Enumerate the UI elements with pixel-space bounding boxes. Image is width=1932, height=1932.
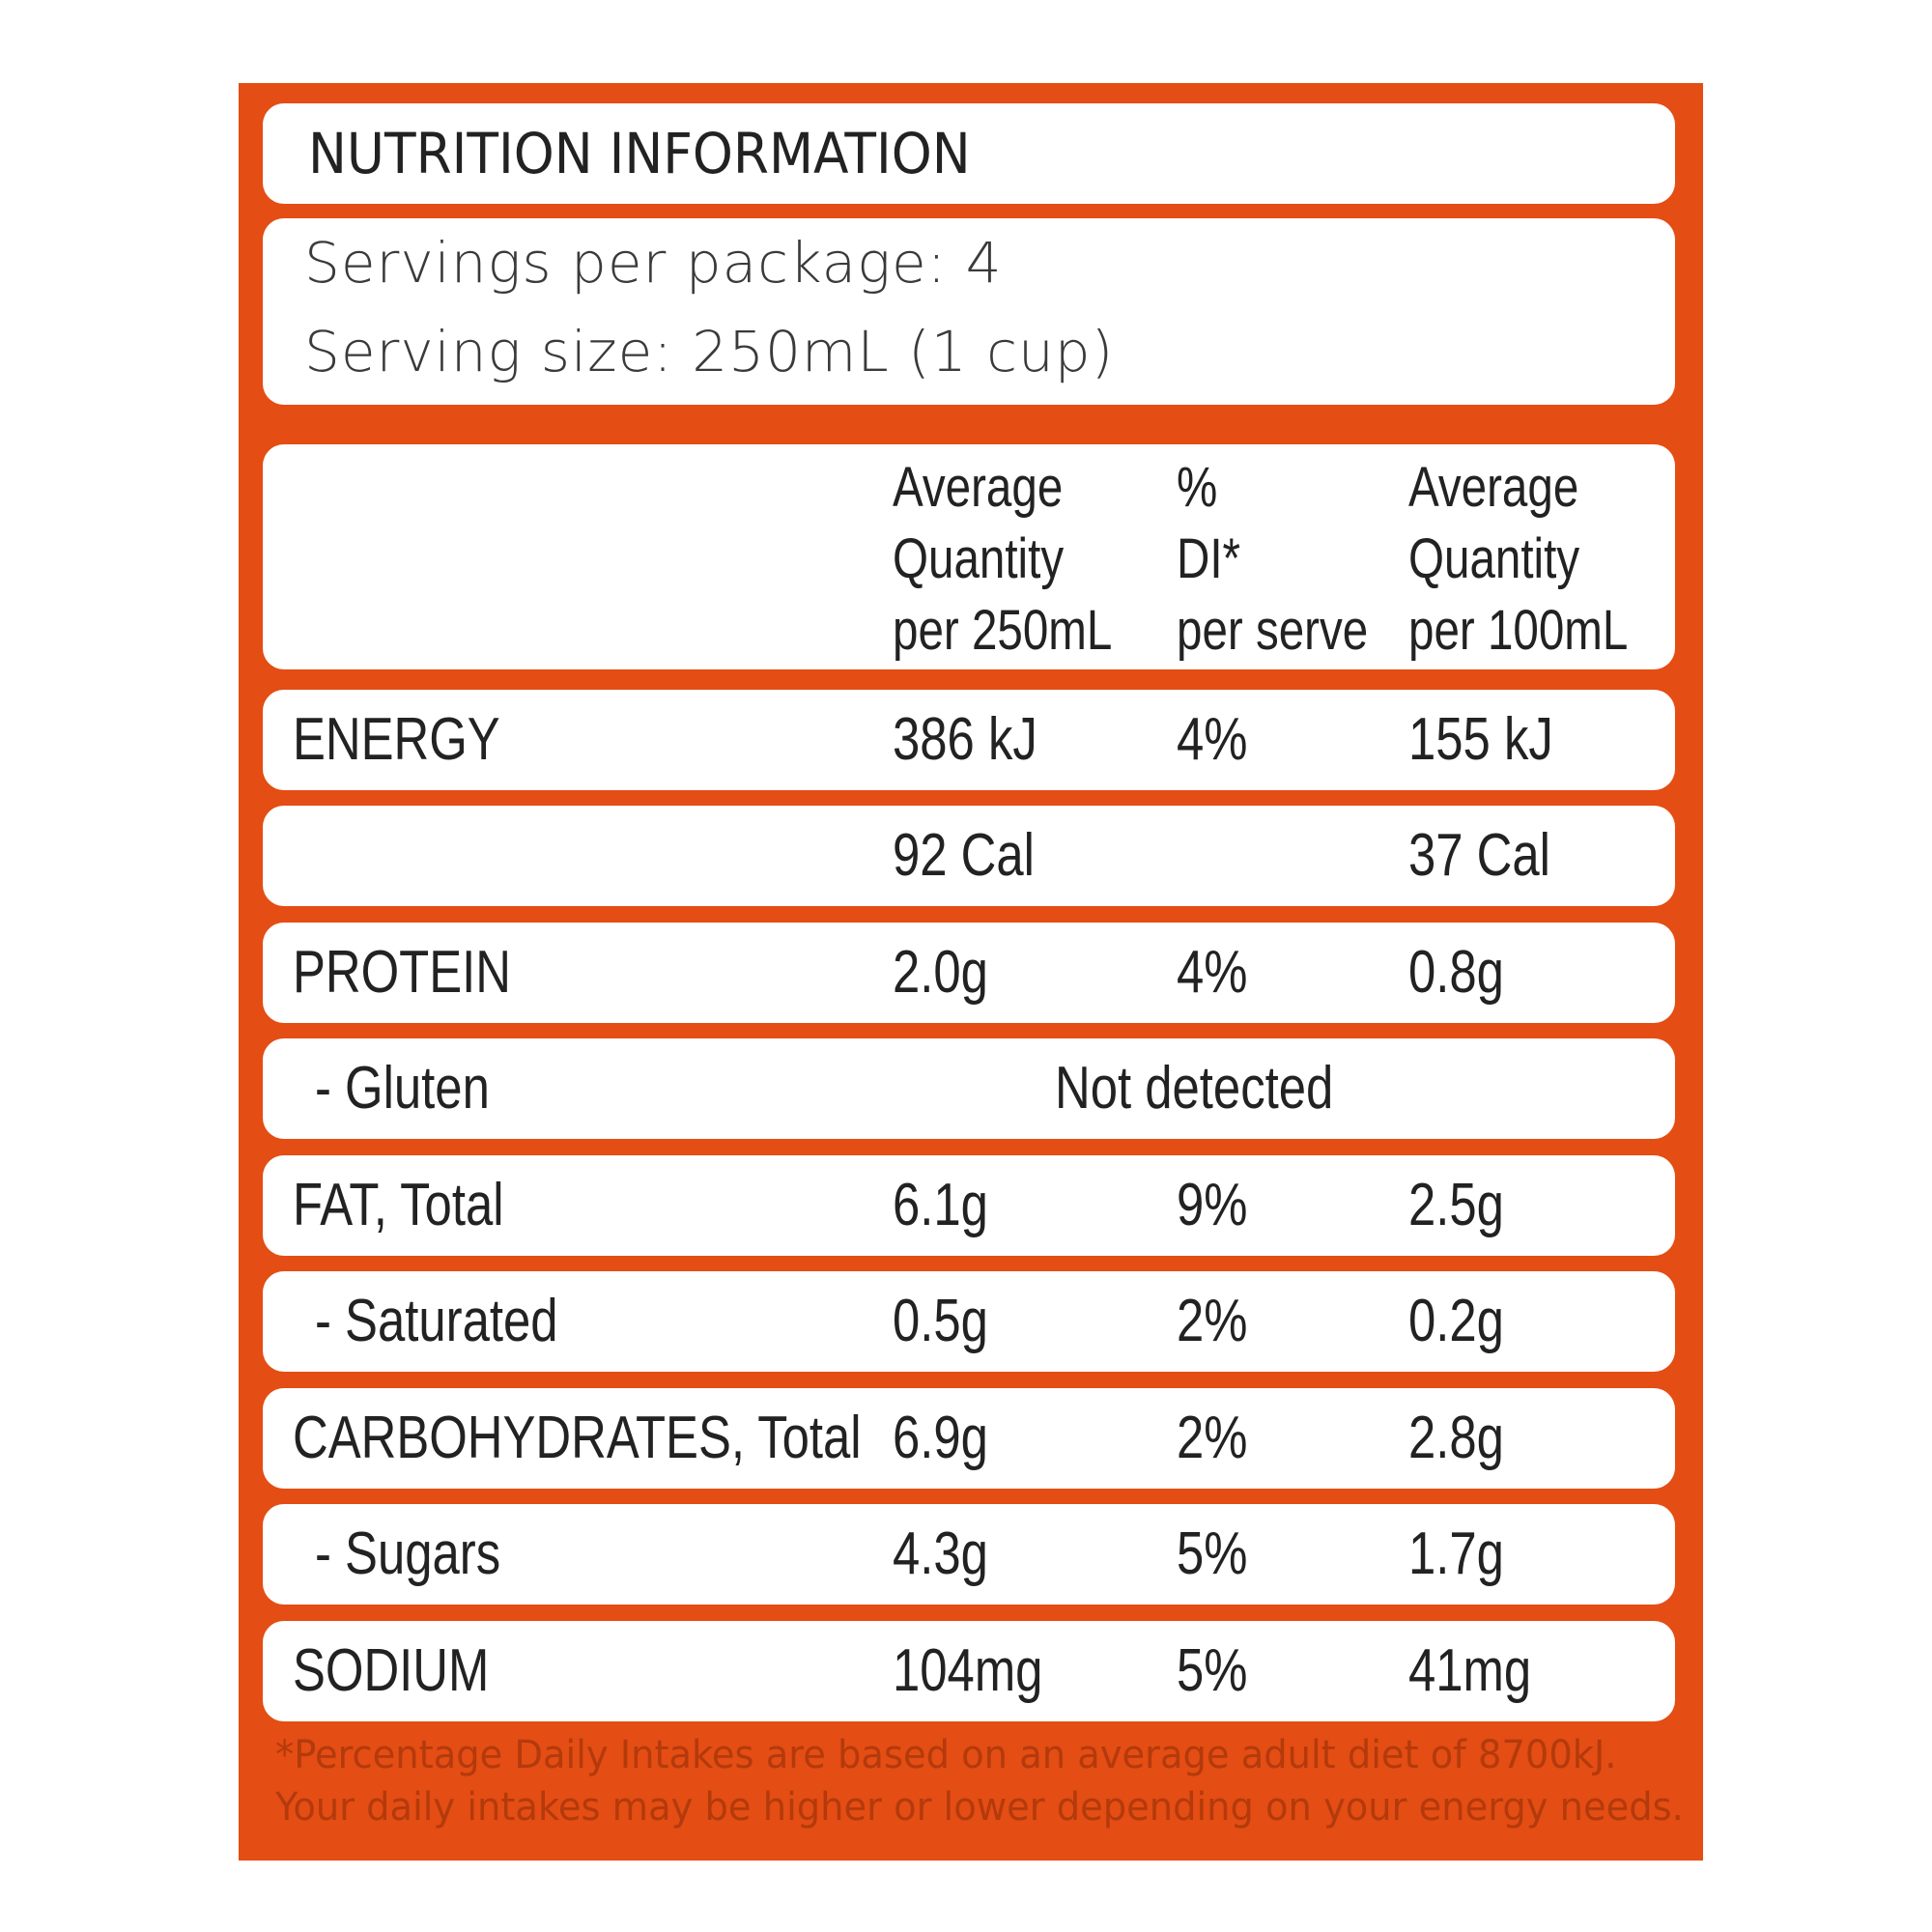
value-per-250ml: 4.3g [893, 1520, 988, 1587]
header-quantity-per-250ml: Average Quantity per 250mL [893, 452, 1112, 667]
value-per-100ml: 0.8g [1408, 939, 1504, 1006]
value-percent-di: 5% [1177, 1520, 1248, 1587]
header-percent-di: % DI* per serve [1177, 452, 1368, 667]
value-percent-di: 4% [1177, 706, 1248, 773]
table-row-gluten: - Gluten Not detected [263, 1038, 1675, 1139]
table-row-saturated: - Saturated 0.5g 2% 0.2g [263, 1271, 1675, 1372]
table-row-energy-cal: 92 Cal 37 Cal [263, 806, 1675, 906]
title-box: NUTRITION INFORMATION [263, 103, 1675, 204]
table-row-sugars: - Sugars 4.3g 5% 1.7g [263, 1504, 1675, 1605]
value-per-100ml: 0.2g [1408, 1288, 1504, 1354]
header-quantity-per-100ml: Average Quantity per 100mL [1408, 452, 1628, 667]
footnote-line-2: Your daily intakes may be higher or lowe… [275, 1785, 1684, 1830]
table-row-carbohydrates: CARBOHYDRATES, Total 6.9g 2% 2.8g [263, 1388, 1675, 1489]
value-per-250ml: 386 kJ [893, 706, 1037, 773]
value-per-100ml: 155 kJ [1408, 706, 1553, 773]
value-per-100ml: 41mg [1408, 1637, 1532, 1704]
table-header: Average Quantity per 250mL % DI* per ser… [263, 444, 1675, 669]
servings-per-package: Servings per package: 4 [304, 230, 1003, 296]
value-percent-di: 5% [1177, 1637, 1248, 1704]
value-per-250ml: 104mg [893, 1637, 1043, 1704]
page-title: NUTRITION INFORMATION [308, 121, 971, 186]
row-label: - Sugars [315, 1520, 501, 1587]
value-per-100ml: 2.8g [1408, 1405, 1504, 1471]
row-label: - Saturated [315, 1288, 558, 1354]
servings-box: Servings per package: 4 Serving size: 25… [263, 218, 1675, 405]
table-row-fat-total: FAT, Total 6.1g 9% 2.5g [263, 1155, 1675, 1256]
header-line: per serve [1177, 599, 1369, 662]
header-line: Average [893, 456, 1064, 519]
row-label: ENERGY [293, 706, 500, 773]
footnote-line-1: *Percentage Daily Intakes are based on a… [275, 1733, 1617, 1777]
row-label: FAT, Total [293, 1172, 504, 1238]
row-label: - Gluten [315, 1055, 490, 1122]
header-line: Quantity [893, 527, 1065, 590]
value-per-250ml: 2.0g [893, 939, 988, 1006]
header-line: Average [1408, 456, 1579, 519]
row-label: CARBOHYDRATES, Total [293, 1405, 862, 1471]
nutrition-panel: NUTRITION INFORMATION Servings per packa… [239, 83, 1703, 1861]
table-row-protein: PROTEIN 2.0g 4% 0.8g [263, 923, 1675, 1023]
serving-size: Serving size: 250mL (1 cup) [304, 319, 1115, 384]
value-percent-di: 4% [1177, 939, 1248, 1006]
header-line: DI* [1177, 527, 1241, 590]
header-line: Quantity [1408, 527, 1580, 590]
value-per-100ml: 1.7g [1408, 1520, 1504, 1587]
value-percent-di: 2% [1177, 1288, 1248, 1354]
value-per-100ml: 2.5g [1408, 1172, 1504, 1238]
row-label: SODIUM [293, 1637, 490, 1704]
table-row-energy: ENERGY 386 kJ 4% 155 kJ [263, 690, 1675, 790]
header-line: % [1177, 456, 1218, 519]
value-per-250ml: 6.9g [893, 1405, 988, 1471]
value-percent-di: 2% [1177, 1405, 1248, 1471]
value-spanning: Not detected [1055, 1055, 1334, 1122]
value-per-250ml: 0.5g [893, 1288, 988, 1354]
value-per-250ml: 92 Cal [893, 822, 1035, 889]
value-per-250ml: 6.1g [893, 1172, 988, 1238]
row-label: PROTEIN [293, 939, 511, 1006]
header-line: per 100mL [1408, 599, 1629, 662]
header-line: per 250mL [893, 599, 1113, 662]
table-row-sodium: SODIUM 104mg 5% 41mg [263, 1621, 1675, 1721]
value-per-100ml: 37 Cal [1408, 822, 1550, 889]
footnote: *Percentage Daily Intakes are based on a… [275, 1729, 1684, 1833]
value-percent-di: 9% [1177, 1172, 1248, 1238]
